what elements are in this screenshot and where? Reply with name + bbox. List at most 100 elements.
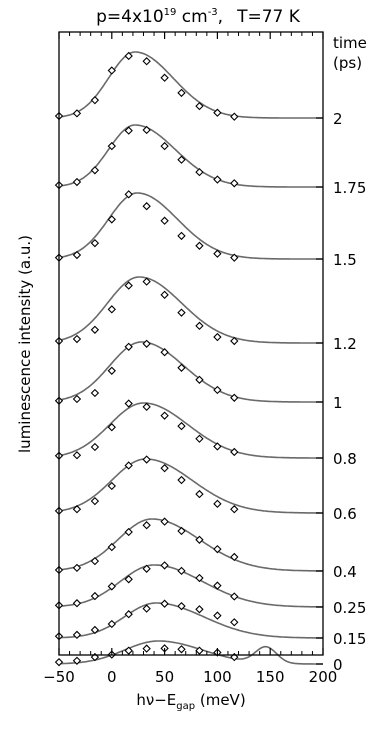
title-p-exp: 19 [164,7,177,18]
data-marker [160,73,169,82]
data-marker [195,101,204,111]
data-marker [213,385,222,395]
data-marker [177,363,186,372]
data-marker [230,336,239,346]
data-marker [160,290,169,299]
data-marker [195,375,204,384]
data-marker [195,167,204,177]
plot-frame [58,31,324,656]
data-marker [160,599,169,608]
data-marker [160,517,169,526]
data-marker [72,656,82,665]
x-axis-label-unit: (meV) [195,691,246,709]
data-marker [90,96,100,105]
data-marker [213,108,222,117]
data-marker [54,657,64,667]
data-marker [107,366,116,375]
data-marker [107,481,116,491]
data-marker [213,332,222,342]
data-marker [177,155,186,164]
data-marker [230,552,239,562]
data-marker [142,125,151,135]
time-label: 1.75 [333,179,366,197]
data-marker [72,630,82,640]
data-marker [177,526,186,536]
data-marker [107,215,116,224]
spectrum-curve-t0 [59,640,323,665]
data-marker [107,305,116,314]
data-marker [124,399,133,408]
data-marker [195,646,204,655]
data-marker [124,461,133,470]
time-label-group: 2 1.75 1.5 1.2 1 0.8 0.6 0.4 0.25 0.15 0 [316,110,366,674]
spectrum-curve-t2 [58,51,323,119]
title-p-unit-exp: -3 [208,7,218,18]
data-marker [124,575,133,584]
data-marker [177,421,186,431]
x-tick-label: 200 [309,668,338,686]
x-tick-label-group: −50 0 50 100 150 200 [43,668,337,686]
data-marker [177,308,186,317]
x-axis-label: hν−Egap (meV) [136,691,245,712]
data-marker [107,423,116,432]
spectrum-curve-t0.6 [58,458,323,514]
data-marker [230,447,239,457]
data-marker [160,464,169,473]
data-marker [90,166,100,175]
data-marker [195,321,204,331]
data-marker [90,442,100,452]
x-axis-label-sub: gap [176,701,195,712]
data-marker [107,582,116,591]
time-label: 1.5 [333,251,357,269]
data-marker [230,505,239,514]
curve-group [58,51,323,665]
time-label: 0.25 [333,599,366,617]
data-marker [124,342,133,351]
data-marker [72,334,82,344]
spectrum-curve-t1.5 [58,192,323,260]
time-label: 0.8 [333,450,357,468]
data-marker [230,253,239,262]
x-tick-group [58,32,324,655]
marker-group [54,51,239,667]
right-axis-label-line1: time [333,34,367,52]
data-marker [124,610,133,619]
data-marker [107,66,116,75]
data-marker [142,339,151,348]
x-axis-label-main: hν−E [136,691,176,709]
time-label: 1.2 [333,335,357,353]
data-marker [90,388,100,398]
spectrum-curve-t0.4 [58,518,323,572]
time-label: 1 [333,394,343,412]
data-marker [142,57,151,66]
data-marker [72,599,82,608]
data-marker [195,434,204,443]
data-marker [142,604,151,613]
data-marker [230,618,239,627]
title-p-unit: cm [176,7,207,27]
data-marker [124,527,133,537]
data-marker [177,566,186,576]
data-marker [213,581,222,590]
data-marker [177,601,186,611]
data-marker [195,605,204,614]
data-marker [90,496,100,506]
data-marker [90,325,100,334]
data-marker [72,250,82,260]
data-marker [124,126,133,135]
data-marker [142,455,151,464]
spectrum-curve-t0.15 [58,602,323,639]
data-marker [195,535,204,544]
data-marker [160,348,169,357]
data-marker [230,179,239,188]
x-tick-label: 100 [203,668,232,686]
data-marker [90,625,100,635]
data-marker [72,394,82,404]
data-marker [142,521,151,530]
data-marker [213,249,222,258]
x-tick-label: 50 [155,668,174,686]
spectrum-curve-t0.25 [58,564,323,608]
data-marker [230,393,239,402]
data-marker [72,505,82,514]
